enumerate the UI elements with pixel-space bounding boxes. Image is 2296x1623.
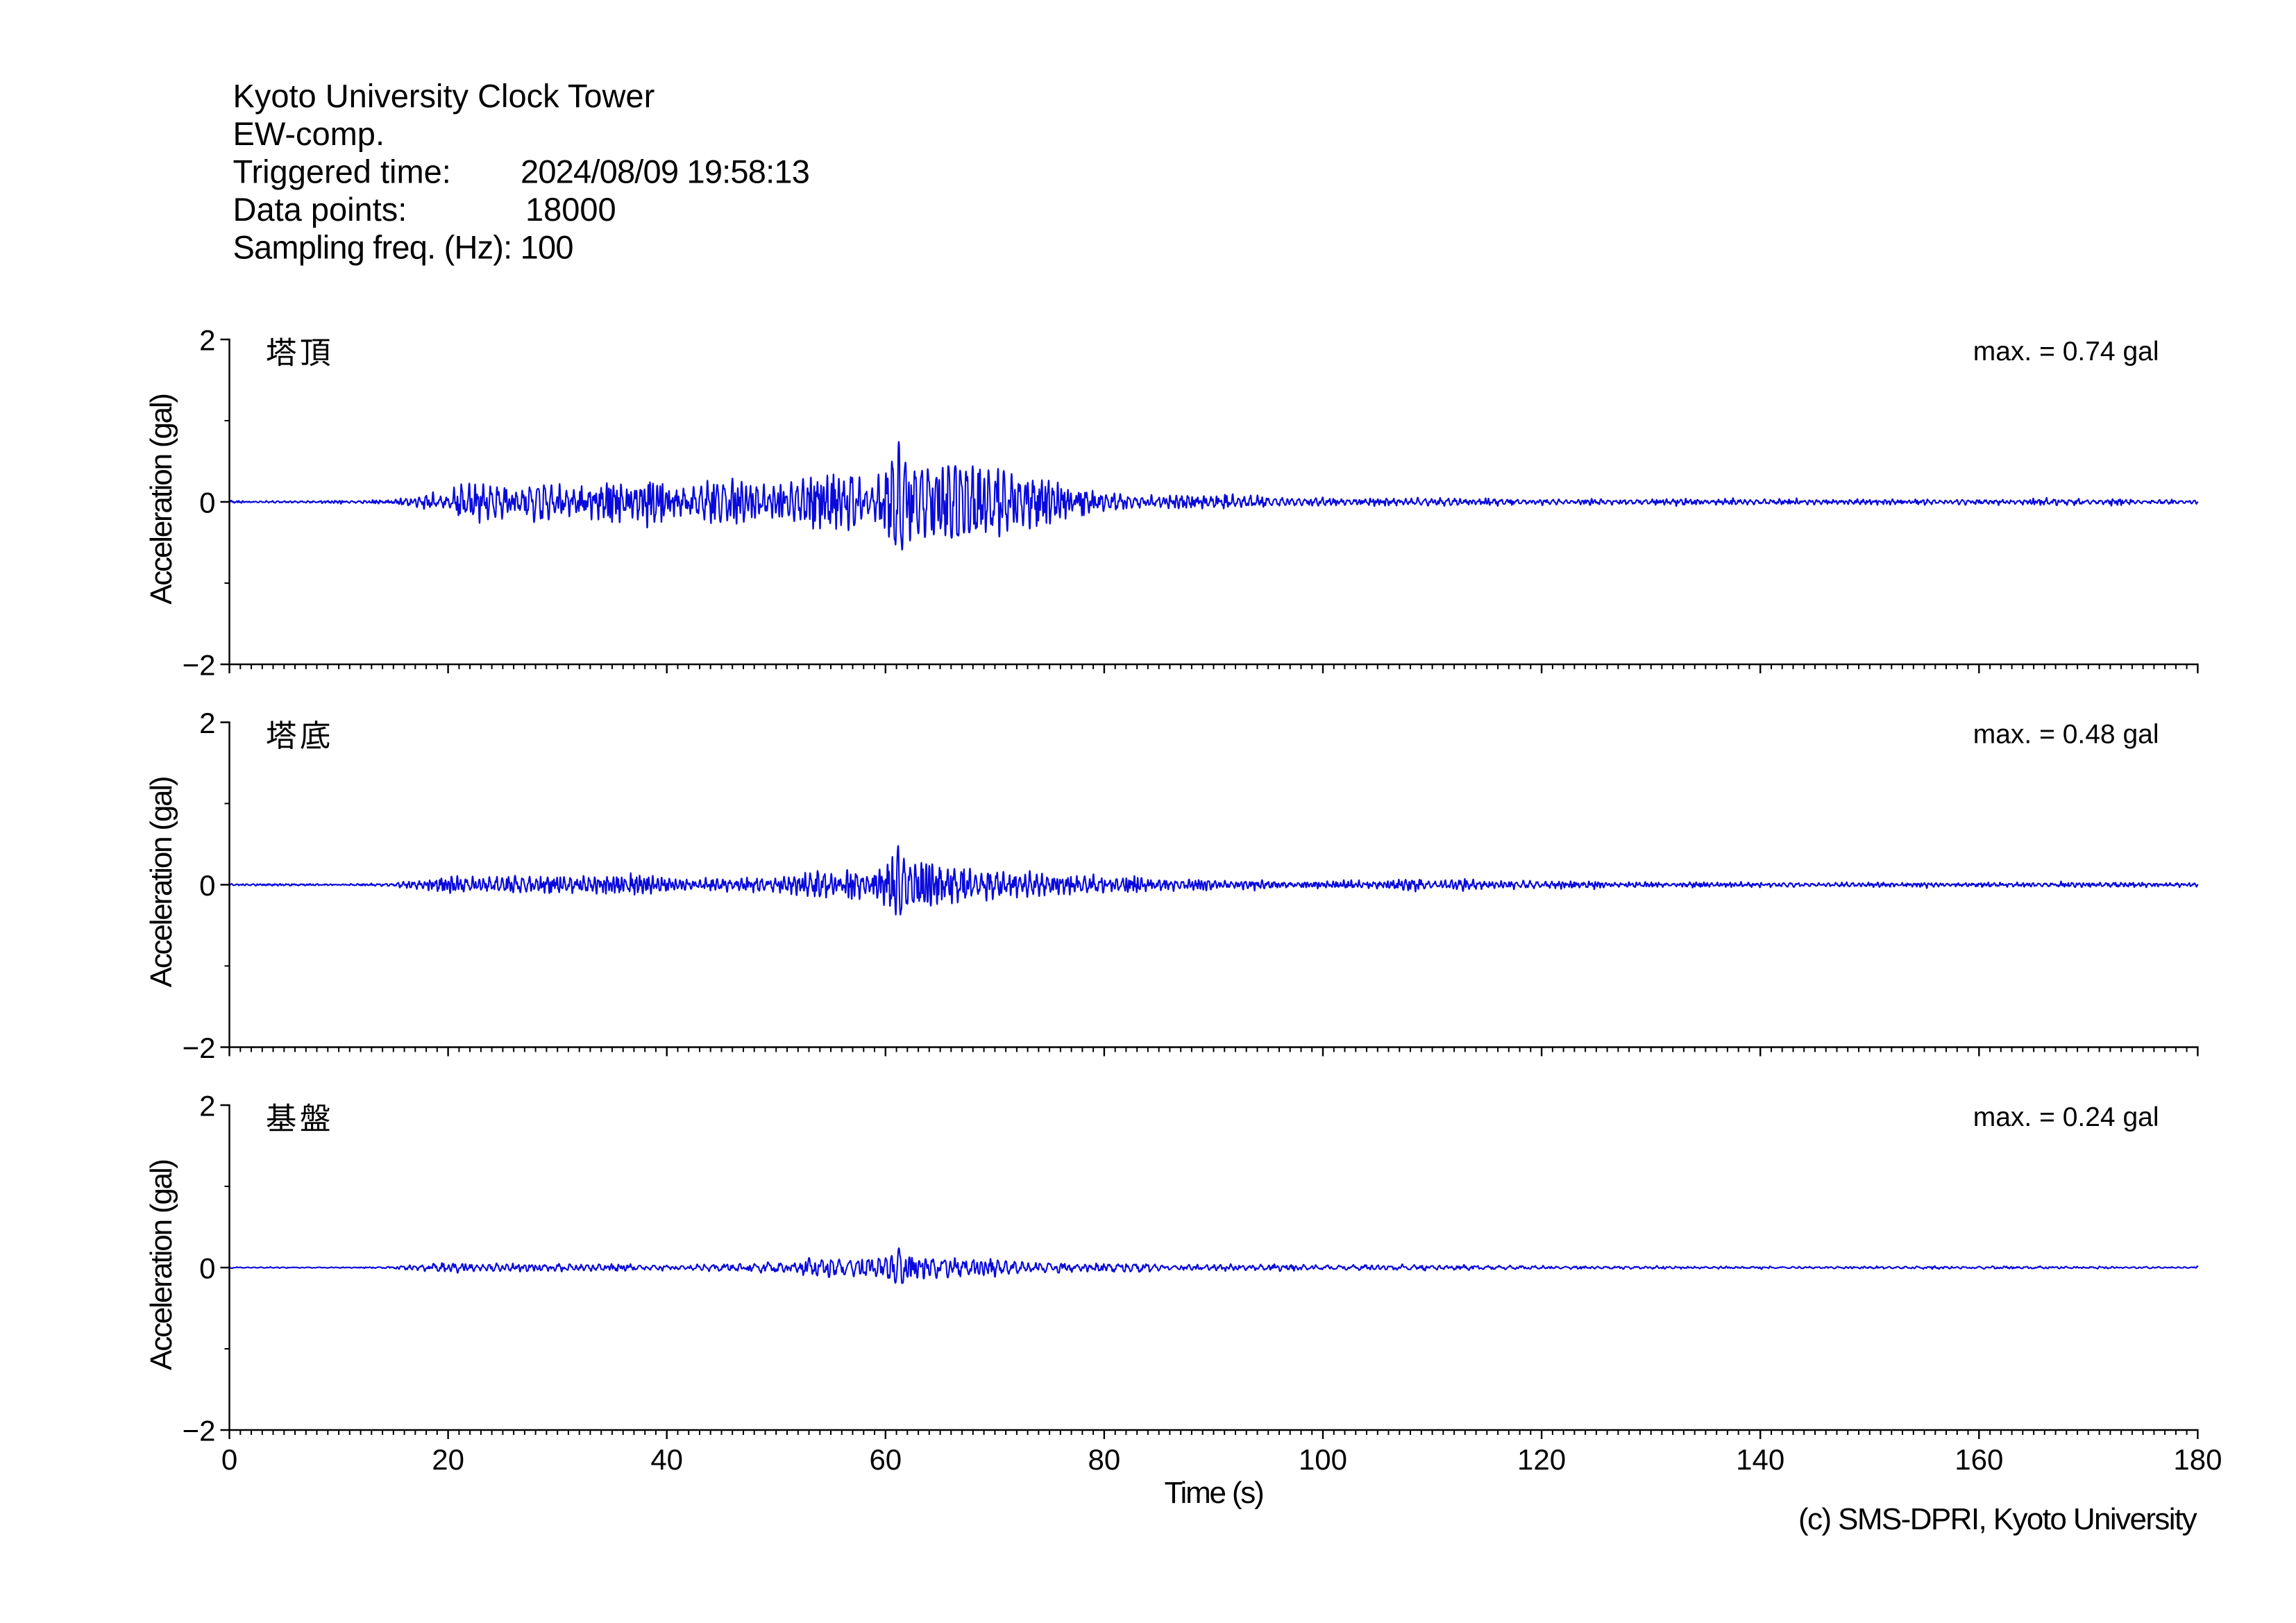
svg-text:80: 80: [1088, 1443, 1121, 1476]
svg-text:max. = 0.48 gal: max. = 0.48 gal: [1973, 720, 2159, 750]
svg-text:0: 0: [221, 1443, 237, 1476]
svg-text:−2: −2: [183, 1032, 216, 1064]
svg-text:60: 60: [869, 1443, 902, 1476]
svg-text:Acceleration (gal): Acceleration (gal): [144, 1160, 178, 1370]
svg-text:−2: −2: [183, 1414, 216, 1447]
svg-text:0: 0: [199, 869, 215, 902]
svg-text:180: 180: [2173, 1443, 2222, 1476]
svg-text:EW-comp.: EW-comp.: [233, 115, 385, 152]
svg-text:Kyoto University Clock Tower: Kyoto University Clock Tower: [233, 78, 655, 115]
svg-text:(c) SMS-DPRI, Kyoto University: (c) SMS-DPRI, Kyoto University: [1798, 1502, 2197, 1536]
svg-text:Time (s): Time (s): [1164, 1476, 1263, 1510]
svg-text:40: 40: [650, 1443, 683, 1476]
svg-text:0: 0: [199, 486, 215, 519]
svg-text:Data points:: Data points:: [233, 191, 407, 228]
svg-text:Sampling freq. (Hz): 100: Sampling freq. (Hz): 100: [233, 229, 573, 266]
svg-text:max. = 0.74 gal: max. = 0.74 gal: [1973, 337, 2159, 367]
svg-text:100: 100: [1299, 1443, 1347, 1476]
svg-text:20: 20: [432, 1443, 464, 1476]
svg-text:120: 120: [1517, 1443, 1566, 1476]
svg-text:18000: 18000: [525, 191, 616, 228]
svg-text:−2: −2: [183, 648, 216, 681]
svg-text:2024/08/09 19:58:13: 2024/08/09 19:58:13: [521, 153, 809, 190]
svg-text:Acceleration (gal): Acceleration (gal): [144, 777, 178, 988]
svg-text:160: 160: [1955, 1443, 2003, 1476]
svg-text:max. = 0.24 gal: max. = 0.24 gal: [1973, 1102, 2159, 1132]
svg-text:2: 2: [199, 323, 215, 356]
svg-text:2: 2: [199, 707, 215, 739]
svg-text:2: 2: [199, 1089, 215, 1122]
svg-text:0: 0: [199, 1252, 215, 1284]
svg-text:Acceleration (gal): Acceleration (gal): [144, 394, 178, 605]
svg-text:Triggered time:: Triggered time:: [233, 153, 451, 190]
svg-text:140: 140: [1736, 1443, 1784, 1476]
